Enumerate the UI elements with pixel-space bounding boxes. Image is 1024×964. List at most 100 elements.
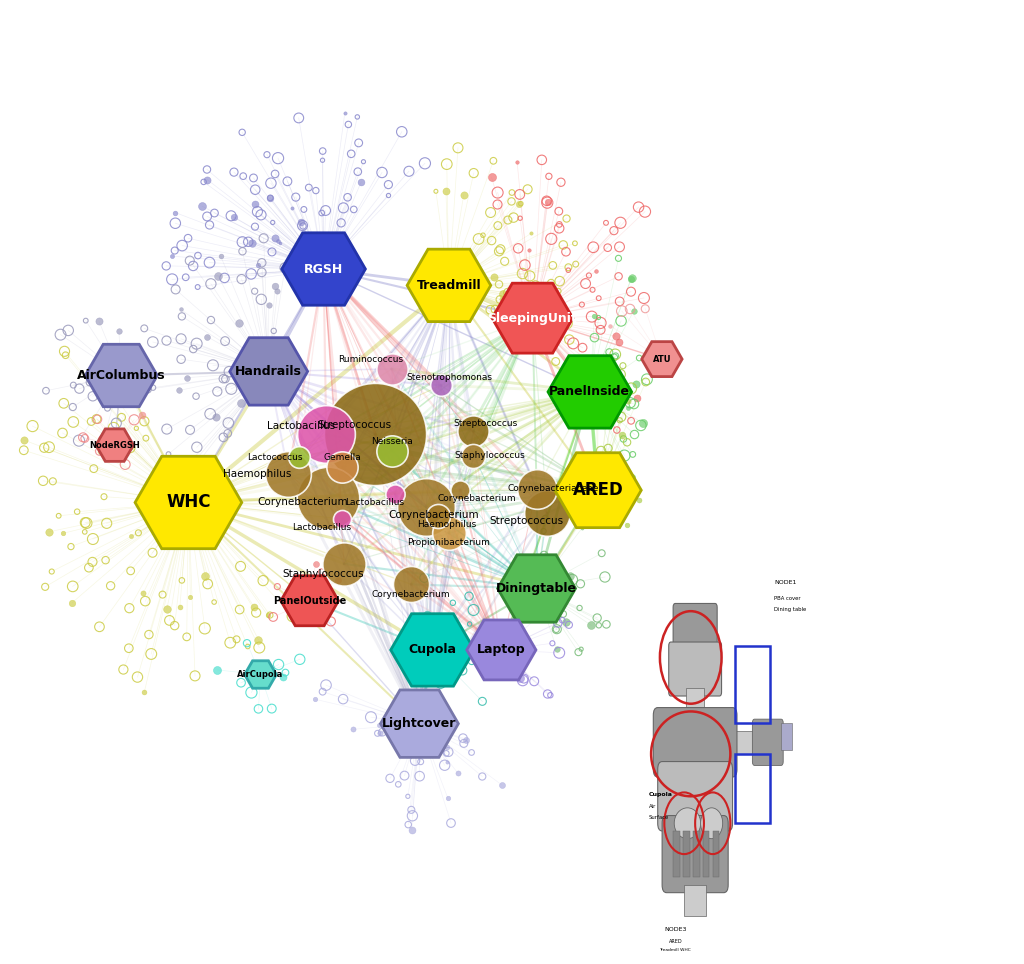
Point [380,176,396,192]
Point [587,357,603,372]
Point [102,578,119,594]
Point [403,822,420,838]
Point [182,422,199,438]
Point [250,632,266,648]
Point [92,442,109,458]
Point [573,297,590,312]
Point [167,216,183,231]
Point [259,607,275,623]
Point [450,765,466,781]
Bar [735,646,770,723]
Point [432,676,449,691]
Point [626,396,642,412]
Point [541,169,557,184]
Point [37,579,53,595]
Point [542,687,558,703]
Point [121,388,137,403]
Point [474,694,490,710]
Point [250,701,266,716]
Point [545,257,561,273]
Point [129,669,145,684]
Point [623,414,639,429]
Point [98,516,115,531]
Point [527,278,544,293]
Point [208,410,224,425]
Point [550,283,566,299]
Point [601,318,617,334]
Text: Streptococcus: Streptococcus [489,517,564,526]
Point [54,525,71,541]
Point [336,556,352,572]
Point [540,195,556,210]
Point [280,174,296,189]
Point [615,472,632,488]
Bar [686,688,703,715]
Point [561,617,578,632]
Point [585,239,601,254]
Point [173,352,189,367]
Point [516,671,532,686]
Text: Stenotrophomonas: Stenotrophomonas [406,373,492,382]
Point [571,601,588,616]
Point [254,255,270,271]
Point [625,469,641,485]
Point [497,254,513,269]
Point [438,156,455,172]
Point [450,140,466,155]
Point [83,414,99,429]
Point [233,124,250,140]
Point [561,332,578,347]
Point [264,215,281,230]
Text: Streptococcus: Streptococcus [317,419,392,430]
Point [330,572,346,587]
Point [317,678,334,693]
Point [631,200,647,215]
Point [589,610,605,626]
Point [178,629,195,645]
Point [180,230,197,246]
Point [114,410,130,425]
Point [216,270,232,285]
Point [440,525,457,541]
Point [419,606,435,622]
Text: PanelInside: PanelInside [549,386,631,398]
Point [262,190,279,205]
Point [254,265,270,281]
Point [413,754,429,769]
Point [444,621,461,636]
Point [623,284,639,300]
FancyBboxPatch shape [657,762,732,831]
Point [296,201,312,217]
Point [189,248,206,263]
Point [71,381,87,396]
Point [607,329,624,344]
Point [506,210,522,226]
Point [185,258,202,274]
FancyBboxPatch shape [673,603,717,650]
Point [75,430,91,445]
Point [135,586,152,602]
Point [456,736,472,751]
Point [543,231,559,247]
Bar [713,831,719,877]
Point [553,174,569,190]
Point [278,665,294,681]
Point [591,618,607,633]
Point [367,427,383,442]
Point [500,212,516,228]
Point [187,388,204,404]
Point [197,621,213,636]
Text: Lightcover: Lightcover [382,717,457,730]
Point [209,662,225,678]
Point [232,675,249,690]
Point [445,632,462,648]
Point [514,651,530,666]
Point [629,390,645,406]
Point [490,277,507,292]
Point [217,334,233,349]
Point [623,272,639,287]
Text: AirColumbus: AirColumbus [77,369,166,382]
Point [284,200,300,215]
Point [549,622,565,637]
Point [538,510,554,525]
